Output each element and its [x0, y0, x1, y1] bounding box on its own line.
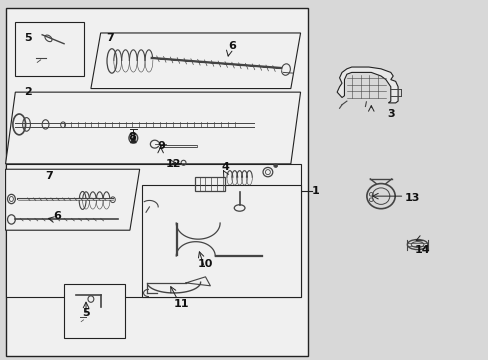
Text: 7: 7	[45, 171, 53, 181]
Text: 11: 11	[173, 299, 188, 309]
Text: 13: 13	[404, 193, 420, 203]
Polygon shape	[5, 169, 140, 230]
Text: 2: 2	[23, 87, 31, 97]
Polygon shape	[5, 92, 300, 164]
Text: 10: 10	[198, 259, 213, 269]
Bar	[15, 22, 83, 76]
Text: 3: 3	[386, 109, 394, 119]
Text: 6: 6	[53, 211, 61, 221]
Bar	[194, 177, 224, 192]
Bar	[142, 185, 300, 297]
Bar	[5, 8, 307, 356]
Text: 4: 4	[221, 162, 228, 172]
Text: 1: 1	[311, 186, 319, 196]
Text: 8: 8	[128, 132, 136, 142]
Text: 5: 5	[82, 308, 90, 318]
Ellipse shape	[273, 164, 277, 167]
Text: 14: 14	[414, 245, 429, 255]
Text: 5: 5	[23, 33, 31, 43]
Text: 6: 6	[228, 41, 236, 50]
Polygon shape	[336, 67, 397, 103]
Polygon shape	[91, 33, 300, 89]
Text: 9: 9	[157, 141, 165, 151]
Polygon shape	[5, 164, 300, 297]
Text: 7: 7	[106, 33, 114, 43]
Text: 12: 12	[166, 159, 181, 169]
Bar	[64, 284, 125, 338]
